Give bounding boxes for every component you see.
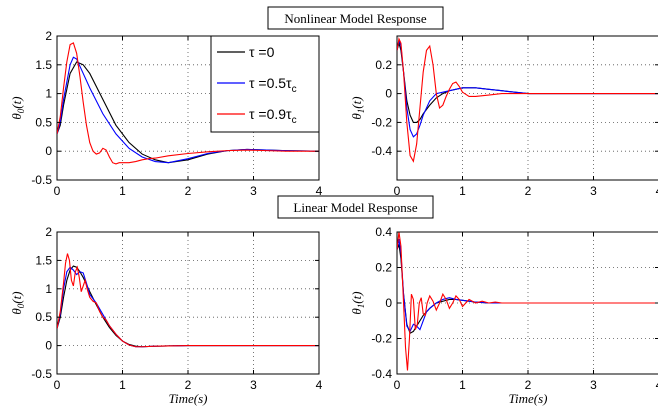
plot-area (396, 35, 658, 181)
y-tick-label: 0.5 (35, 310, 52, 324)
y-tick-label: 0.5 (35, 115, 52, 129)
x-tick-label: 3 (590, 184, 597, 198)
y-tick-label: -0.2 (371, 115, 392, 129)
series-line-2 (57, 253, 319, 348)
x-tick-label: 1 (119, 184, 126, 198)
y-tick-label: -0.4 (371, 367, 392, 381)
x-tick-label: 0 (54, 378, 61, 392)
y-tick-label: -0.5 (31, 173, 52, 187)
x-axis-label: Time(s) (169, 391, 208, 406)
x-tick-label: 0 (394, 184, 401, 198)
legend-label: τ =0 (249, 44, 275, 60)
title-bottom: Linear Model Response (293, 200, 417, 215)
x-tick-label: 2 (185, 184, 192, 198)
plots: 01234-0.500.511.52θ0(t)01234-0.4-0.200.2… (9, 29, 658, 406)
x-axis-label: Time(s) (509, 391, 548, 406)
x-tick-label: 3 (250, 184, 257, 198)
axes-linear-theta1: 0 1 2 3 4 -0.4 -0.2 0 0.2 0.4 θ1(t) Time(s) (349, 225, 658, 406)
x-tick-label: 4 (656, 378, 658, 392)
series-line-2 (57, 42, 319, 165)
y-tick-label: 0 (45, 144, 52, 158)
y-tick-label: 0 (45, 339, 52, 353)
y-tick-label: -0.4 (371, 144, 392, 158)
title-top-box: Nonlinear Model Response (267, 6, 444, 30)
series-line-2 (397, 37, 658, 163)
plot-area (56, 231, 320, 375)
y-tick-label: 0.4 (375, 225, 392, 239)
y-tick-label: 0 (385, 87, 392, 101)
x-tick-label: 0 (54, 184, 61, 198)
y-tick-label: 1 (45, 282, 52, 296)
y-tick-label: 1.5 (35, 58, 52, 72)
y-axis-label: θ1(t) (349, 96, 366, 119)
y-tick-label: 0 (385, 296, 392, 310)
y-tick-label: 1 (45, 87, 52, 101)
title-top: Nonlinear Model Response (284, 11, 426, 26)
x-tick-label: 1 (459, 184, 466, 198)
y-tick-label: -0.5 (31, 367, 52, 381)
x-tick-label: 2 (185, 378, 192, 392)
x-tick-label: 1 (119, 378, 126, 392)
x-tick-label: 4 (316, 184, 323, 198)
axes-nonlinear-theta1: 0 1 2 3 4 -0.4 -0.2 0 0.2 θ1(t) (349, 35, 658, 198)
y-tick-label: 2 (45, 225, 52, 239)
x-tick-label: 2 (525, 378, 532, 392)
y-axis-label: θ0(t) (9, 96, 26, 119)
series-line-2 (397, 232, 658, 371)
x-tick-label: 2 (525, 184, 532, 198)
x-tick-label: 1 (459, 378, 466, 392)
title-bottom-box: Linear Model Response (277, 195, 434, 219)
legend: τ =0 τ =0.5τc τ =0.9τc (210, 35, 320, 133)
y-axis-label: θ1(t) (349, 291, 366, 314)
y-tick-label: 1.5 (35, 253, 52, 267)
y-tick-label: 0.2 (375, 261, 392, 275)
legend-label: τ =0.5τc (249, 75, 297, 95)
x-tick-label: 0 (394, 378, 401, 392)
x-tick-label: 4 (656, 184, 658, 198)
x-tick-label: 4 (316, 378, 323, 392)
y-tick-label: -0.2 (371, 332, 392, 346)
y-axis-label: θ0(t) (9, 291, 26, 314)
y-tick-label: 2 (45, 29, 52, 43)
legend-label: τ =0.9τc (249, 106, 297, 126)
y-tick-label: 0.2 (375, 58, 392, 72)
x-tick-label: 3 (250, 378, 257, 392)
x-tick-label: 3 (590, 378, 597, 392)
